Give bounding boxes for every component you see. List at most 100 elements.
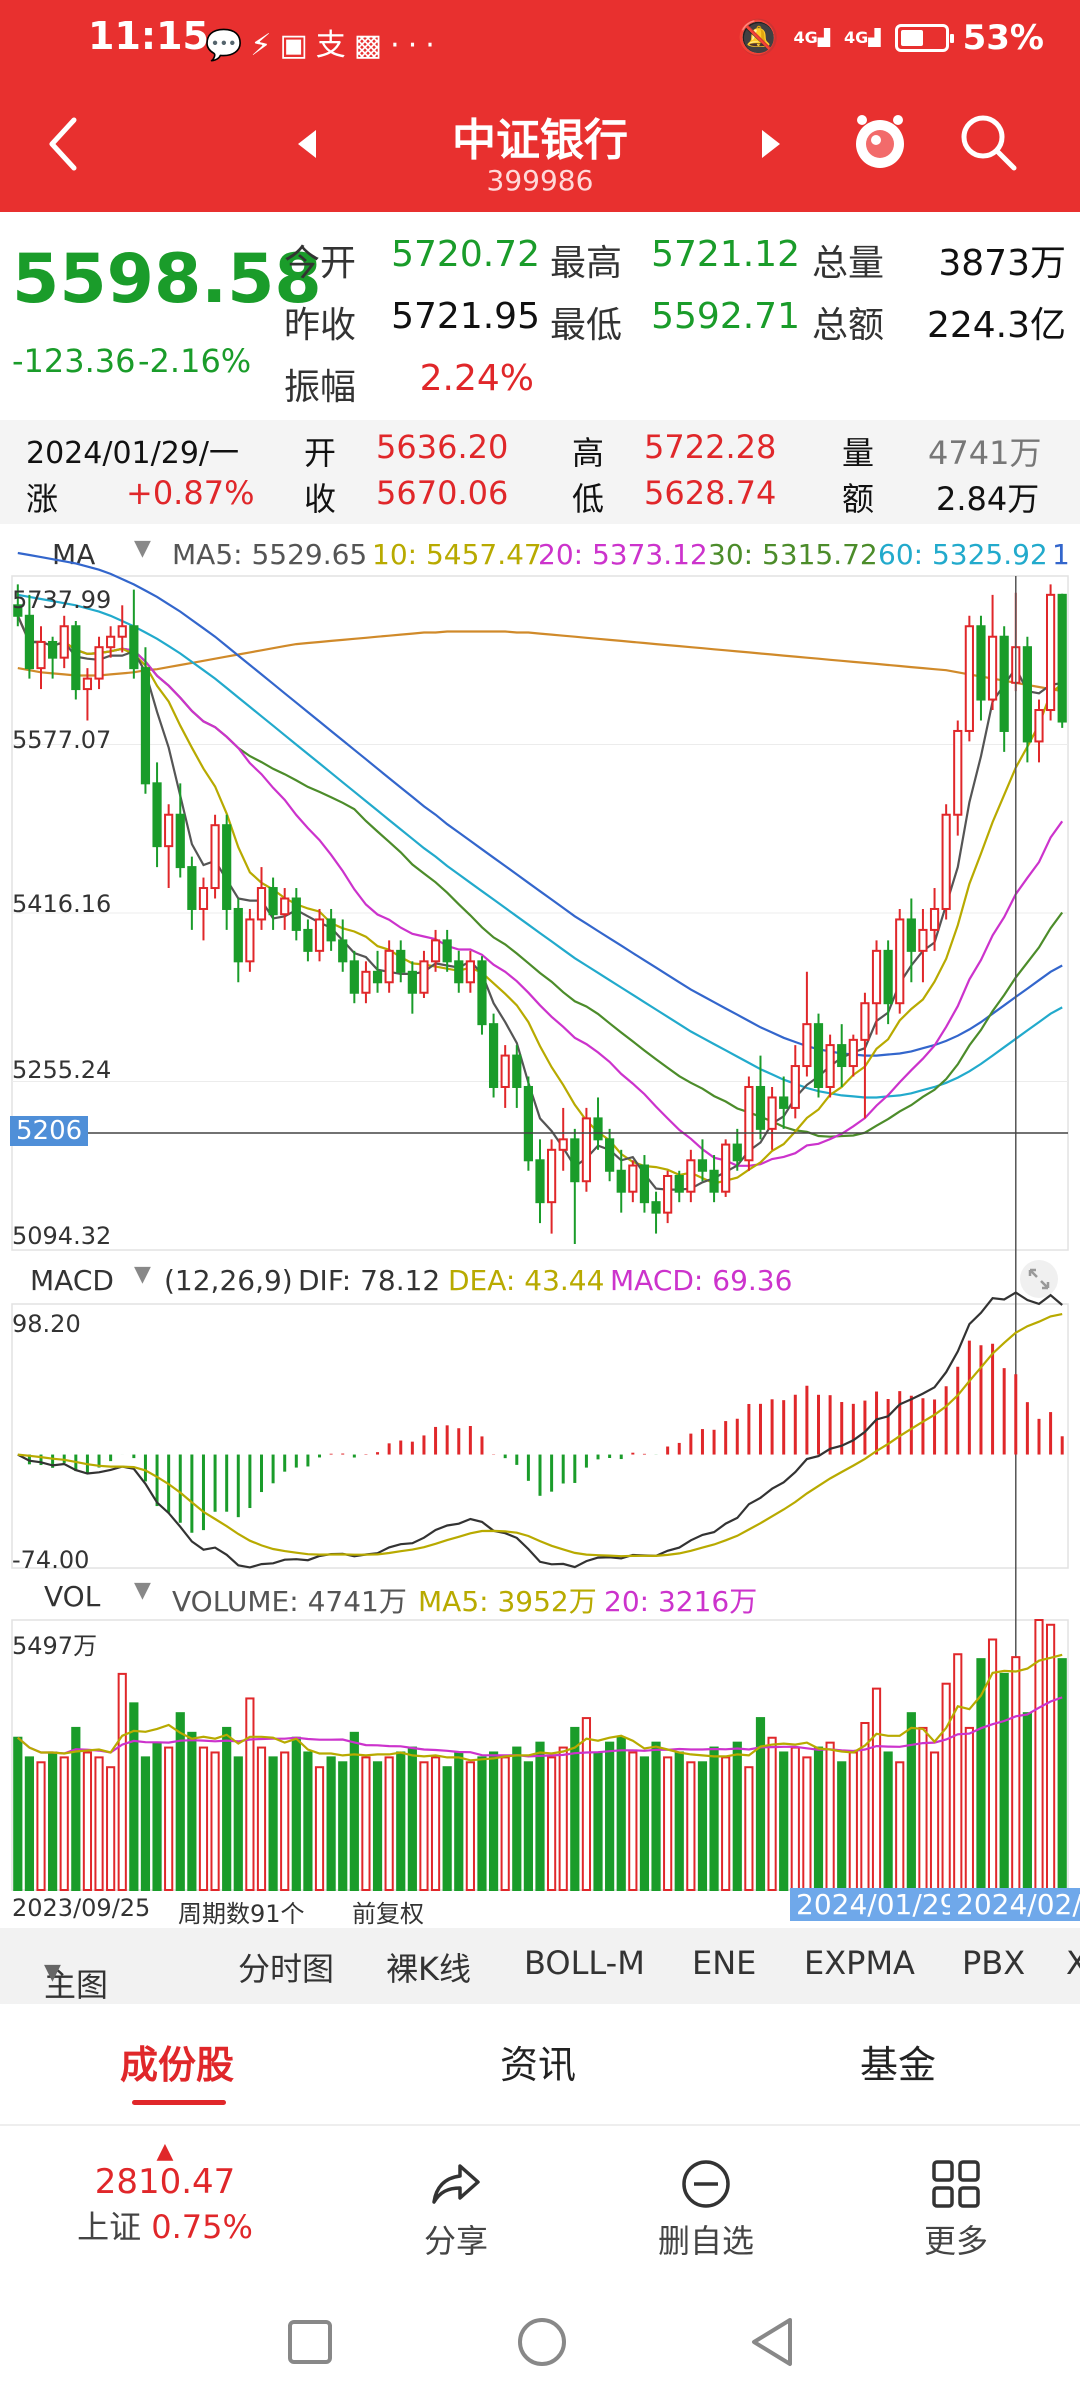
volume-bar [779, 1751, 789, 1892]
ohlc-high-label: 高 [572, 434, 605, 472]
ma-legend-name[interactable]: MA [52, 538, 96, 571]
candle-body [59, 625, 69, 659]
stock-code: 399986 [486, 164, 594, 197]
volume-bar [802, 1756, 812, 1891]
volume-bar [616, 1736, 626, 1891]
back-arrow-icon[interactable] [40, 114, 90, 174]
share-button[interactable]: 分享 [366, 2158, 546, 2262]
ma-dropdown-icon[interactable]: ▼ [134, 536, 151, 561]
tab-timeshare[interactable]: 分时图 [238, 1950, 335, 1988]
share-icon [432, 2164, 480, 2204]
volume-bar [372, 1761, 383, 1891]
adjust-mode[interactable]: 前复权 [352, 1900, 424, 1928]
search-icon[interactable] [956, 110, 1020, 174]
kline-chart[interactable]: MA ▼ MA5: 5529.65 10: 5457.47 20: 5373.1… [0, 524, 1080, 1928]
candle-body [697, 1159, 708, 1172]
tab-ene[interactable]: ENE [692, 1944, 757, 1982]
quote-panel: 5598.58 -123.36 -2.16% 今开 5720.72 最高 572… [0, 212, 1080, 420]
current-price: 5598.58 [12, 240, 322, 319]
tab-boll-m[interactable]: BOLL-M [524, 1944, 645, 1982]
ma120-line [17, 551, 1063, 1057]
candle-body [1022, 646, 1032, 743]
volume-bar [477, 1756, 487, 1891]
price-axis-label: 5416.16 [12, 890, 112, 918]
candle-body [1034, 709, 1044, 743]
volume-bar [314, 1766, 325, 1891]
more-button[interactable]: 更多 [866, 2158, 1046, 2262]
status-right: 🔕 4G▟ 4G▟ 53% [737, 18, 1044, 58]
volume-bar [129, 1702, 139, 1892]
chevron-down-icon: ▼ [44, 1960, 61, 1985]
candle-body [396, 949, 406, 973]
minus-circle-icon [682, 2160, 730, 2208]
candle-body [361, 970, 371, 994]
volume-bar [906, 1712, 916, 1891]
volume-bar [82, 1751, 93, 1892]
volume-bar [953, 1653, 963, 1891]
dea-line [17, 1313, 1063, 1558]
candle-body [419, 960, 429, 994]
volume-bar [256, 1746, 267, 1892]
section-tabs: 成份股 资讯 基金 [0, 2004, 1080, 2124]
back-nav-icon[interactable] [746, 2316, 798, 2368]
ma30-legend: 30: 5315.72 [708, 538, 878, 571]
tab-overflow[interactable]: X [1066, 1944, 1080, 1982]
page-title: 中证银行 [452, 115, 628, 166]
candle-body [837, 1044, 847, 1068]
candle-body [999, 635, 1009, 732]
prev-triangle-icon[interactable] [298, 130, 316, 158]
signal-icon-1: 4G▟ [793, 28, 831, 47]
volume-bar [837, 1761, 847, 1891]
volume-bar [407, 1746, 417, 1892]
volume-bar [523, 1761, 533, 1891]
volume-bar [1045, 1623, 1056, 1891]
macd-dropdown-icon[interactable]: ▼ [134, 1262, 151, 1287]
vol-dropdown-icon[interactable]: ▼ [134, 1578, 151, 1603]
candle-body [628, 1164, 638, 1193]
more-dots-icon: ··· [390, 28, 443, 63]
candle-body [291, 897, 301, 931]
recent-apps-icon[interactable] [286, 2318, 334, 2366]
tab-expma[interactable]: EXPMA [804, 1944, 915, 1982]
tab-news[interactable]: 资讯 [500, 2043, 577, 2087]
expand-icon[interactable] [1018, 1258, 1060, 1300]
candle-body [547, 1148, 557, 1204]
volume-bar [547, 1756, 557, 1891]
ohlc-vol-value: 4741万 [928, 434, 1042, 472]
candle-body [721, 1143, 731, 1193]
status-time: 11:15 [88, 14, 209, 58]
remove-watchlist-button[interactable]: 删自选 [616, 2158, 796, 2262]
macd-legend-name[interactable]: MACD [30, 1264, 114, 1297]
tab-funds[interactable]: 基金 [860, 2043, 937, 2087]
volume-bar [1011, 1656, 1021, 1891]
next-triangle-icon[interactable] [762, 130, 780, 158]
candle-body [813, 1023, 824, 1088]
volume-bar [1057, 1658, 1067, 1892]
vol-ma5-line [17, 1653, 1063, 1762]
volume-bar [48, 1751, 58, 1892]
tab-naked-k[interactable]: 裸K线 [386, 1950, 471, 1988]
signal-icon-2: 4G▟ [844, 28, 881, 47]
volume-bar [303, 1751, 313, 1892]
amount-value: 224.3亿 [926, 305, 1066, 346]
index-ticker[interactable]: ▲ 2810.47 上证 0.75% [20, 2141, 310, 2248]
candle-body [48, 640, 58, 659]
candle-body [24, 614, 35, 670]
candle-body [848, 1038, 858, 1068]
home-icon[interactable] [516, 2316, 568, 2368]
candle-body [558, 1138, 568, 1151]
tab-pbx[interactable]: PBX [962, 1944, 1026, 1982]
tab-constituents[interactable]: 成份股 [120, 2043, 235, 2087]
x-start-date: 2023/09/25 [12, 1894, 151, 1922]
vol-legend-name[interactable]: VOL [44, 1580, 101, 1613]
volume-bar [198, 1746, 209, 1892]
mute-icon: 🔕 [737, 18, 780, 58]
volume-bar [674, 1751, 684, 1892]
mascot-icon[interactable] [848, 110, 912, 174]
candle-body [1057, 593, 1067, 723]
high-label: 最高 [550, 243, 623, 284]
candle-body [953, 729, 963, 816]
ohlc-chg-value: +0.87% [126, 474, 255, 512]
chart-canvas[interactable] [0, 524, 1080, 1922]
price-axis-label: 5577.07 [12, 726, 112, 754]
